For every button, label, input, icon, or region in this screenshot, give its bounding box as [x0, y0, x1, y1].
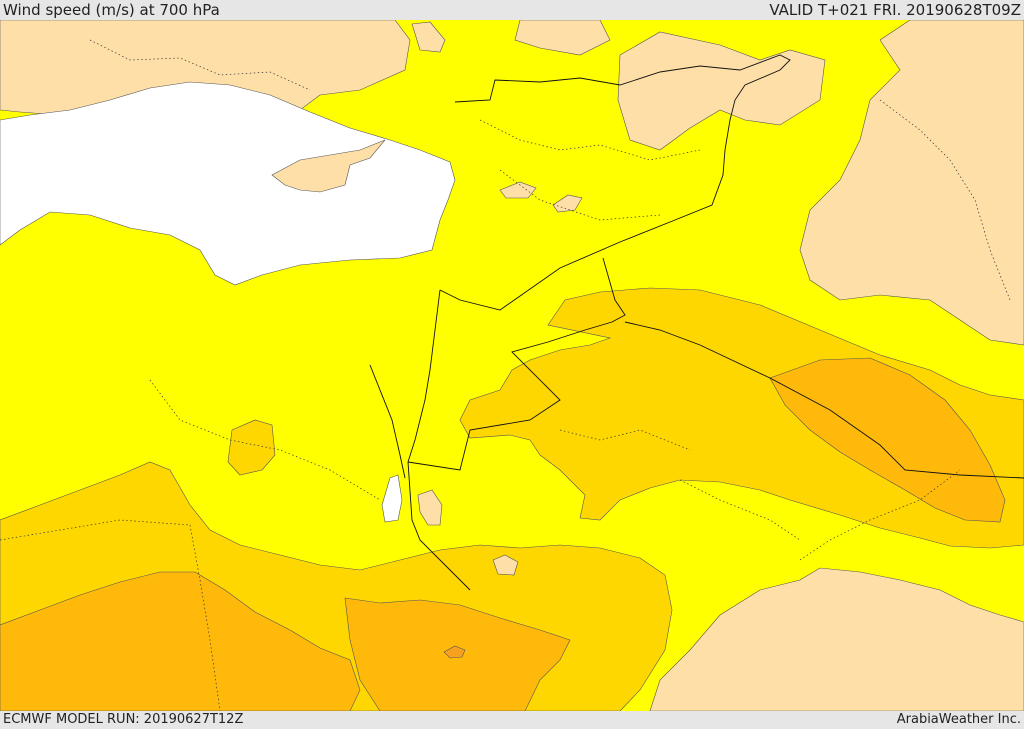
credit: ArabiaWeather Inc.	[896, 712, 1021, 727]
band-gold-sinai	[227, 419, 276, 476]
band-orange-southwest	[0, 571, 361, 711]
band-light-turkey-east	[514, 20, 611, 56]
province-borders	[0, 39, 1011, 711]
patch-light-1	[499, 181, 537, 199]
band-dark-spot	[443, 645, 466, 659]
island-cyprus	[271, 139, 386, 193]
wind-speed-map	[0, 20, 1024, 711]
map-title: Wind speed (m/s) at 700 hPa	[3, 1, 220, 19]
model-run: ECMWF MODEL RUN: 20190627T12Z	[3, 712, 244, 727]
valid-time: VALID T+021 FRI. 20190628T09Z	[769, 1, 1021, 19]
country-borders	[369, 54, 1024, 591]
patch-light-4	[492, 554, 519, 576]
band-orange-east	[769, 357, 1006, 523]
band-gold-central	[459, 287, 1024, 549]
map-header: Wind speed (m/s) at 700 hPa VALID T+021 …	[0, 0, 1024, 20]
band-light-saudi	[649, 567, 1024, 711]
sea-mediterranean	[0, 81, 456, 286]
band-light-iraq-north	[617, 31, 826, 151]
band-light-iran	[799, 20, 1024, 346]
patch-light-3	[417, 489, 443, 526]
patch-light-5	[411, 21, 446, 53]
patch-light-2	[552, 194, 583, 213]
sea-dead	[381, 474, 403, 523]
map-footer: ECMWF MODEL RUN: 20190627T12Z ArabiaWeat…	[0, 711, 1024, 729]
